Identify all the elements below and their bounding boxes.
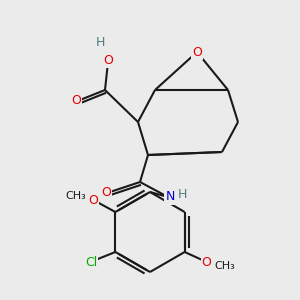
Text: H: H	[177, 188, 187, 200]
Text: O: O	[103, 53, 113, 67]
Text: N: N	[165, 190, 175, 203]
Text: O: O	[88, 194, 98, 206]
Text: O: O	[192, 46, 202, 59]
Text: Cl: Cl	[85, 256, 98, 268]
Text: CH₃: CH₃	[65, 191, 86, 201]
Text: CH₃: CH₃	[214, 261, 235, 271]
Text: O: O	[202, 256, 212, 268]
Text: O: O	[71, 94, 81, 106]
Text: O: O	[101, 185, 111, 199]
Text: H: H	[95, 37, 105, 50]
